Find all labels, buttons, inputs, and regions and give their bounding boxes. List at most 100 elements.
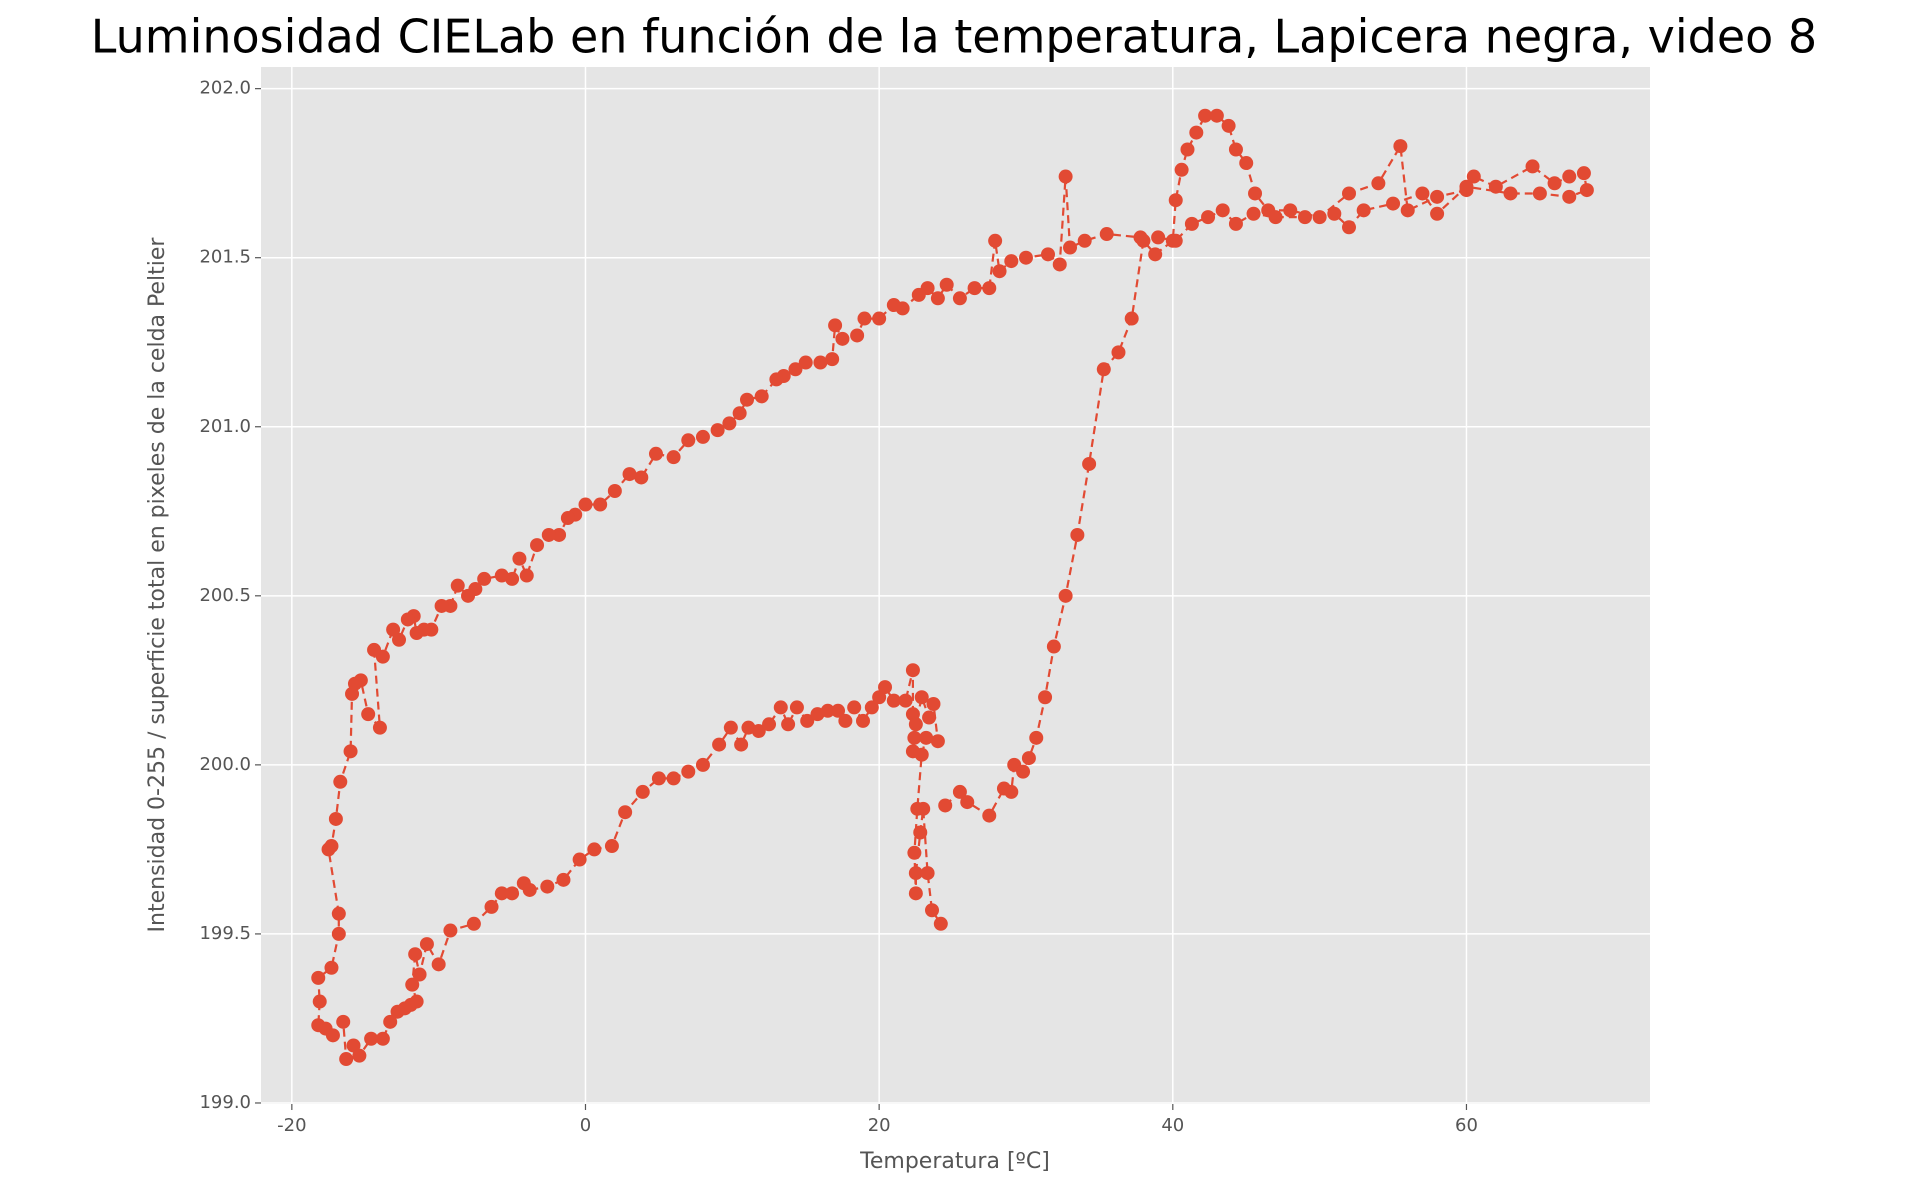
y-tick-label: 200.5 (199, 585, 251, 606)
data-point (907, 730, 922, 745)
data-point (1228, 142, 1243, 157)
data-point (886, 298, 901, 313)
data-point (952, 784, 967, 799)
y-tick-label: 200.0 (199, 754, 251, 775)
data-point (578, 497, 593, 512)
data-point (1016, 764, 1031, 779)
data-point (1576, 166, 1591, 181)
data-point (336, 1014, 351, 1029)
data-point (914, 747, 929, 762)
data-point (560, 511, 575, 526)
data-point (1148, 247, 1163, 262)
data-point (1021, 751, 1036, 766)
data-point (723, 720, 738, 735)
data-point (1168, 193, 1183, 208)
data-point (1058, 169, 1073, 184)
data-point (930, 291, 945, 306)
data-point (383, 1014, 398, 1029)
y-tick-label: 202.0 (199, 78, 251, 99)
data-point (1371, 176, 1386, 191)
data-point (1201, 210, 1216, 225)
data-point (952, 291, 967, 306)
data-point (1215, 203, 1230, 218)
data-point (1018, 250, 1033, 265)
data-point (1004, 784, 1019, 799)
data-point (552, 527, 567, 542)
data-point (773, 700, 788, 715)
data-point (960, 795, 975, 810)
data-point (372, 720, 387, 735)
data-point (1180, 142, 1195, 157)
data-point (408, 947, 423, 962)
data-point (781, 717, 796, 732)
data-point (512, 551, 527, 566)
x-tick-label: 60 (1455, 1115, 1478, 1136)
data-point (1562, 189, 1577, 204)
data-point (1077, 233, 1092, 248)
data-point (1246, 206, 1261, 221)
data-point (922, 710, 937, 725)
data-point (494, 568, 509, 583)
data-point (722, 416, 737, 431)
data-point (908, 866, 923, 881)
data-point (1400, 203, 1415, 218)
data-point (1415, 186, 1430, 201)
data-point (828, 318, 843, 333)
data-point (331, 906, 346, 921)
data-point (556, 872, 571, 887)
data-point (461, 588, 476, 603)
data-point (835, 331, 850, 346)
data-point (916, 801, 931, 816)
data-point (1029, 730, 1044, 745)
data-point (634, 470, 649, 485)
data-point (1466, 169, 1481, 184)
data-point (587, 842, 602, 857)
data-point (522, 882, 537, 897)
x-tick-label: -20 (277, 1115, 306, 1136)
data-point (1038, 690, 1053, 705)
data-point (1099, 227, 1114, 242)
data-point (364, 1031, 379, 1046)
data-point (346, 1038, 361, 1053)
data-point (905, 663, 920, 678)
data-point (419, 937, 434, 952)
x-axis-label: Temperatura [ºC] (859, 1149, 1050, 1174)
data-point (1221, 118, 1236, 133)
data-point (988, 233, 1003, 248)
data-point (1430, 189, 1445, 204)
data-point (1096, 362, 1111, 377)
data-point (484, 899, 499, 914)
data-point (1356, 203, 1371, 218)
data-point (1562, 169, 1577, 184)
data-point (622, 467, 637, 482)
data-point (1503, 186, 1518, 201)
data-point (933, 916, 948, 931)
data-point (734, 737, 749, 752)
data-point (872, 690, 887, 705)
data-point (1041, 247, 1056, 262)
data-point (925, 903, 940, 918)
data-point (681, 433, 696, 448)
data-point (328, 811, 343, 826)
data-point (1174, 162, 1189, 177)
data-point (939, 277, 954, 292)
data-point (1111, 345, 1126, 360)
data-point (400, 612, 415, 627)
y-tick-label: 199.5 (199, 923, 251, 944)
data-point (831, 703, 846, 718)
data-point (666, 771, 681, 786)
data-point (913, 825, 928, 840)
data-point (732, 406, 747, 421)
data-point (926, 697, 941, 712)
data-point (886, 693, 901, 708)
data-point (982, 808, 997, 823)
data-point (1209, 108, 1224, 123)
data-point (361, 707, 376, 722)
data-point (431, 957, 446, 972)
data-point (477, 571, 492, 586)
data-point (494, 886, 509, 901)
data-point (339, 1052, 354, 1067)
data-point (1532, 186, 1547, 201)
data-point (386, 622, 401, 637)
